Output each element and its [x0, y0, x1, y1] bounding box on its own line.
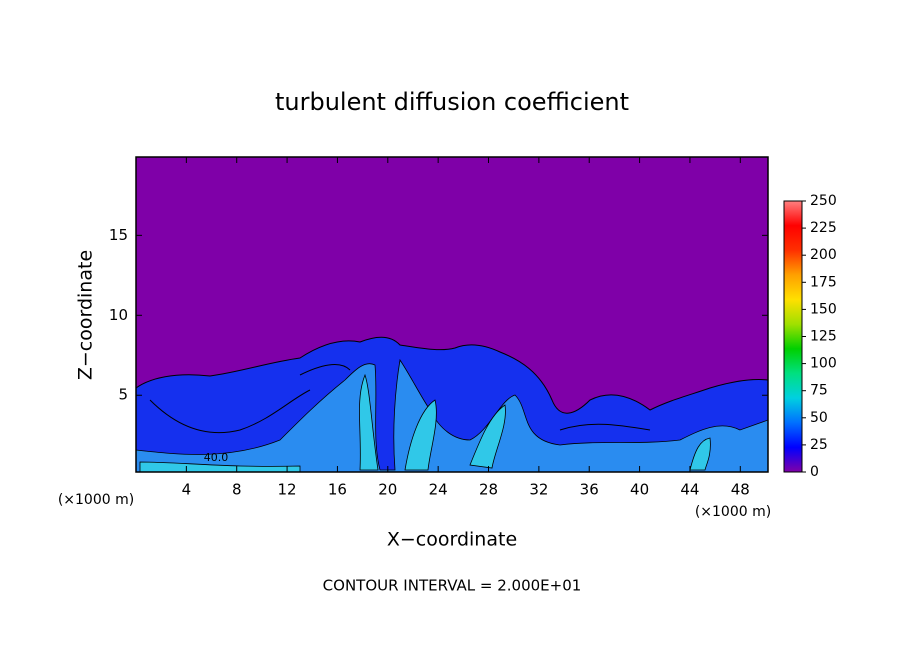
plot-frame: [135, 156, 769, 473]
field-streak: [139, 373, 711, 472]
colorbar-tick-label: 200: [810, 247, 837, 263]
x-unit-label: (×1000 m): [695, 504, 771, 520]
colorbar-tick-label: 25: [810, 437, 828, 453]
x-axis-label: X−coordinate: [387, 529, 517, 551]
field-streak: [136, 358, 768, 472]
x-tick-label: 40: [630, 481, 649, 499]
colorbar-tick-label: 75: [810, 383, 828, 399]
x-tick-label: 36: [580, 481, 599, 499]
colorbar: [783, 200, 803, 473]
x-tick-label: 12: [278, 481, 297, 499]
x-unit-label: (×1000 m): [58, 492, 134, 508]
colorbar-tick-label: 175: [810, 274, 837, 290]
x-tick-label: 28: [479, 481, 498, 499]
x-tick-label: 16: [328, 481, 347, 499]
colorbar-tick-label: 125: [810, 329, 837, 345]
x-tick-label: 24: [429, 481, 448, 499]
chart-title: turbulent diffusion coefficient: [275, 88, 629, 116]
contour-label: 40.0: [204, 451, 229, 464]
x-tick-label: 32: [529, 481, 548, 499]
colorbar-tick-label: 150: [810, 301, 837, 317]
y-tick-label: 5: [118, 386, 128, 404]
x-tick-label: 4: [182, 481, 192, 499]
colorbar-tick-label: 225: [810, 220, 837, 236]
x-tick-label: 8: [232, 481, 242, 499]
contour-line: [149, 364, 651, 434]
footnote: CONTOUR INTERVAL = 2.000E+01: [323, 577, 582, 595]
y-tick-label: 10: [109, 306, 128, 324]
x-tick-label: 20: [378, 481, 397, 499]
x-tick-label: 48: [731, 481, 750, 499]
colorbar-tick-label: 50: [810, 410, 828, 426]
y-axis-label: Z−coordinate: [75, 250, 97, 380]
x-tick-label: 44: [680, 481, 699, 499]
colorbar-tick-label: 0: [810, 464, 819, 480]
field: 40.0: [136, 157, 768, 472]
colorbar-tick-label: 250: [810, 193, 837, 209]
y-tick-label: 15: [109, 226, 128, 244]
colorbar-tick-label: 100: [810, 356, 837, 372]
